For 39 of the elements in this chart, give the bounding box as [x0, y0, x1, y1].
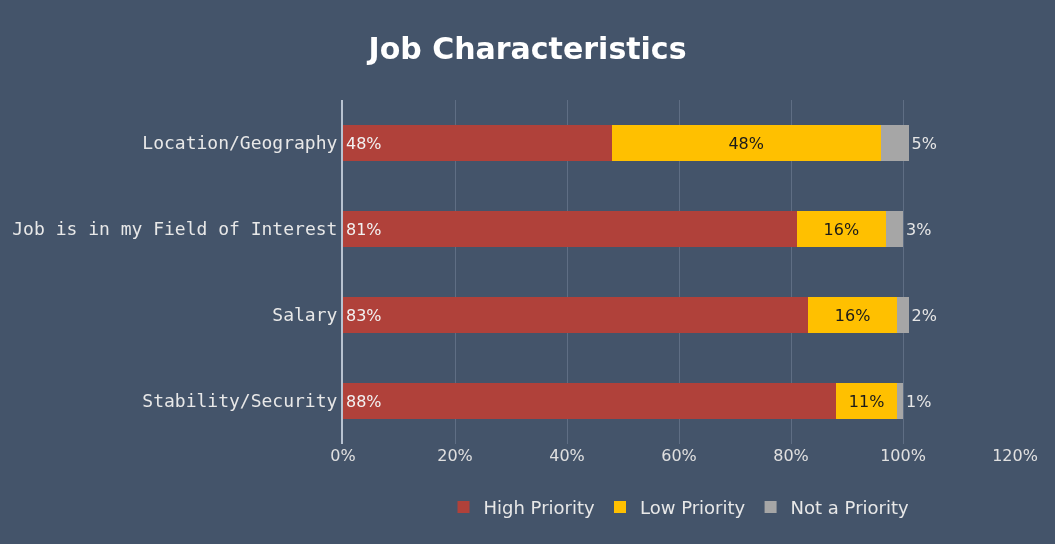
bar	[807, 296, 898, 334]
x-tick-label: 100%	[880, 446, 926, 465]
data-label: 48%	[728, 133, 764, 153]
data-label: 5%	[911, 133, 937, 153]
legend-label: Low Priority	[640, 496, 746, 518]
bar	[897, 296, 909, 334]
data-label: 11%	[848, 391, 885, 411]
x-tick-label: 80%	[773, 446, 809, 465]
bar	[886, 210, 903, 248]
x-tick-label: 40%	[549, 446, 585, 465]
bar	[343, 210, 797, 248]
data-label: 3%	[906, 219, 932, 239]
legend-label: Not a Priority	[790, 496, 909, 518]
data-label: 48%	[346, 133, 382, 153]
data-label: 16%	[834, 305, 871, 325]
bar	[343, 124, 612, 162]
data-label: 1%	[906, 391, 932, 411]
bar	[343, 296, 808, 334]
data-label: 16%	[823, 219, 860, 239]
y-tick-label: Job is in my Field of Interest	[12, 218, 338, 240]
bar	[796, 210, 887, 248]
y-tick-label: Location/Geography	[142, 132, 338, 154]
bar	[611, 124, 881, 162]
bar	[897, 382, 903, 420]
x-tick-label: 20%	[437, 446, 473, 465]
bar	[343, 382, 836, 420]
bar	[835, 382, 898, 420]
data-label: 83%	[346, 305, 382, 325]
data-label: 81%	[346, 219, 382, 239]
data-label: 88%	[346, 391, 382, 411]
bar	[880, 124, 909, 162]
y-tick-label: Salary	[272, 304, 338, 326]
data-label: 2%	[911, 305, 937, 325]
chart-title: Job Characteristics	[366, 31, 687, 67]
y-tick-label: Stability/Security	[142, 390, 338, 412]
x-tick-label: 60%	[661, 446, 697, 465]
x-tick-label: 120%	[992, 446, 1038, 465]
x-tick-label: 0%	[330, 446, 356, 465]
legend-label: High Priority	[483, 496, 595, 518]
